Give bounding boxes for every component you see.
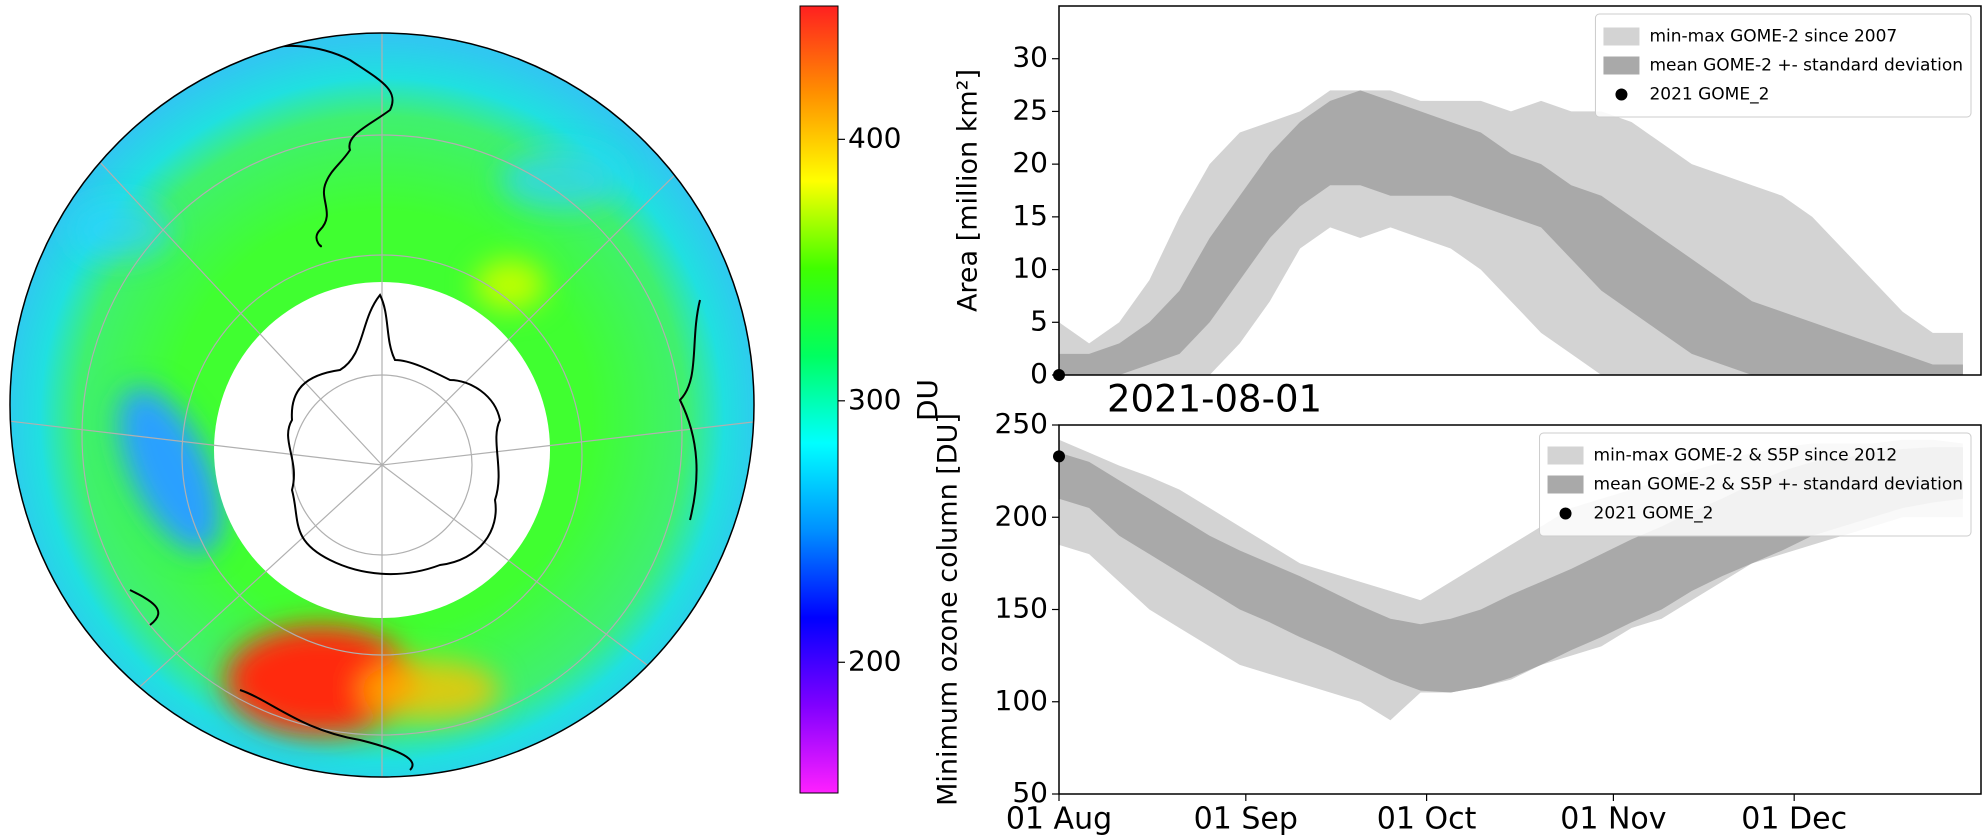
chart-title: 2021-08-01 [1107, 378, 1322, 421]
y-tick-label: 30 [1012, 41, 1048, 74]
x-tick-label: 01 Nov [1560, 802, 1666, 837]
legend-label: mean GOME-2 +- standard deviation [1649, 56, 1963, 76]
legend: min-max GOME-2 since 2007 mean GOME-2 +- … [1594, 13, 1972, 118]
axes-frame [1058, 5, 1982, 376]
legend-swatch [1603, 27, 1640, 46]
legend-marker [1559, 507, 1572, 520]
legend: min-max GOME-2 & S5P since 2012 mean GOME… [1539, 432, 1972, 537]
band [1059, 90, 1963, 375]
y-tick-label: 15 [1012, 199, 1048, 232]
legend-swatch [1547, 446, 1584, 465]
colorbar [799, 5, 839, 794]
legend-marker [1615, 88, 1628, 101]
legend-label: min-max GOME-2 since 2007 [1649, 27, 1897, 47]
x-tick-label: 01 Dec [1741, 802, 1847, 837]
y-tick-label: 0 [1030, 357, 1048, 390]
y-tick-label: 20 [1012, 146, 1048, 179]
y-tick-label: 10 [1012, 252, 1048, 285]
graticule [10, 33, 754, 777]
legend-label: 2021 GOME_2 [1649, 85, 1769, 105]
y-tick-label: 150 [995, 592, 1048, 625]
y-axis-label: Area [million km²] [953, 69, 984, 312]
y-tick-label: 200 [995, 499, 1048, 532]
polar-map [9, 32, 755, 778]
colorbar-tick-label: 200 [848, 644, 901, 677]
y-tick-label: 50 [1012, 776, 1048, 809]
legend-frame [1539, 432, 1972, 537]
legend-label: min-max GOME-2 & S5P since 2012 [1594, 446, 1898, 466]
legend-swatch [1603, 56, 1640, 75]
y-tick-label: 5 [1030, 304, 1048, 337]
globe-outline [9, 32, 755, 778]
legend-frame [1594, 13, 1972, 118]
colorbar-tick-label: 300 [848, 383, 901, 416]
legend-swatch [1547, 475, 1584, 494]
x-tick-label: 01 Sep [1194, 802, 1298, 837]
y-tick-label: 25 [1012, 93, 1048, 126]
y-tick-label: 100 [995, 684, 1048, 717]
y-tick-label: 250 [995, 407, 1048, 440]
x-tick-label: 01 Aug [1006, 802, 1112, 837]
coastlines [129, 45, 701, 771]
legend-label: 2021 GOME_2 [1594, 504, 1714, 524]
x-tick-label: 01 Oct [1377, 802, 1477, 837]
colorbar-tick-label: 400 [848, 121, 901, 154]
colorbar-label: DU [911, 379, 944, 421]
legend-label: mean GOME-2 & S5P +- standard deviation [1594, 475, 1963, 495]
map-patches [70, 150, 620, 735]
y-axis-label: Minimum ozone column [DU] [933, 413, 964, 806]
